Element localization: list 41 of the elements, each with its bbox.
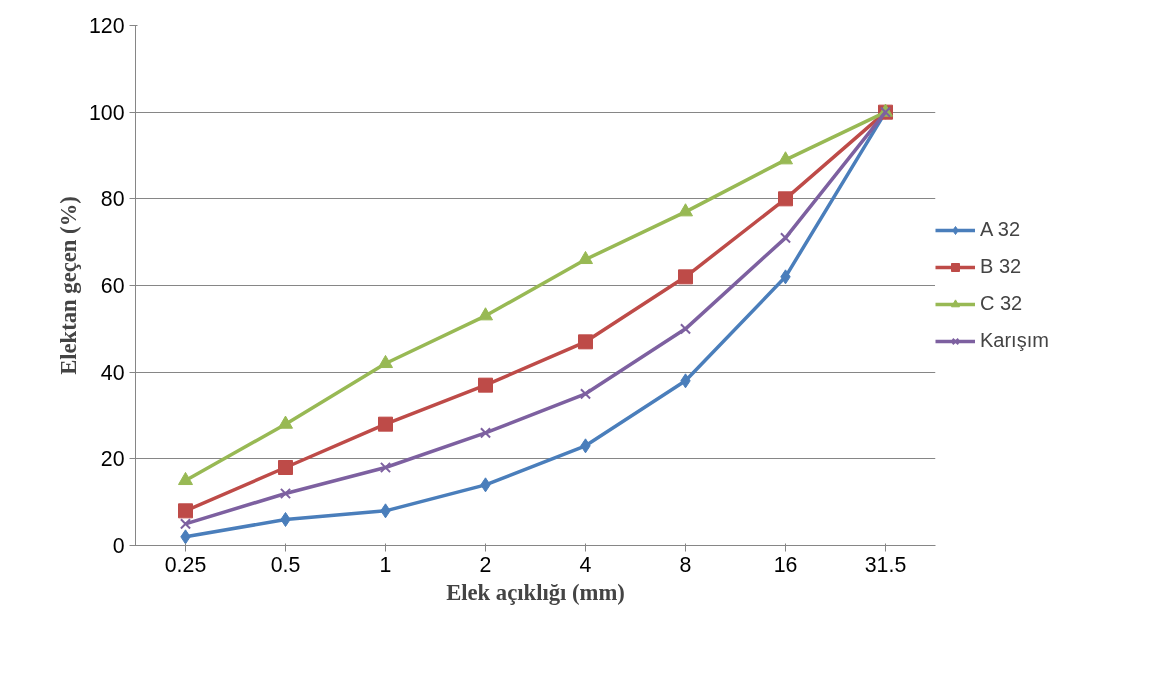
- point: [778, 151, 793, 165]
- x-tick-label: 16: [773, 552, 798, 577]
- point: [279, 487, 292, 500]
- y-tick-label: 60: [100, 274, 125, 298]
- point: [378, 354, 393, 369]
- point: [379, 461, 392, 474]
- point: [280, 512, 291, 527]
- point: [578, 334, 593, 350]
- legend-label: Karışım: [980, 329, 1049, 352]
- point: [178, 503, 193, 519]
- y-tick-label: 120: [88, 14, 125, 38]
- x-tick-label: 8: [679, 552, 692, 577]
- x-tick-label: 31.5: [864, 552, 907, 577]
- x-tick-label: 1: [379, 552, 392, 577]
- point: [479, 427, 492, 439]
- point: [478, 307, 493, 321]
- point: [779, 232, 792, 244]
- y-tick-label: 80: [100, 187, 125, 212]
- point: [678, 203, 693, 217]
- legend-label: A 32: [980, 218, 1021, 241]
- point: [679, 323, 692, 335]
- point: [778, 191, 793, 207]
- point: [179, 518, 192, 530]
- point: [578, 250, 593, 265]
- point: [378, 416, 393, 432]
- legend-label: C 32: [980, 292, 1023, 315]
- y-tick-label: 20: [100, 447, 125, 472]
- y-tick-label: 0: [112, 534, 125, 558]
- point: [579, 388, 592, 400]
- y-tick-label: 100: [88, 100, 125, 125]
- x-tick-label: 0.5: [270, 552, 301, 577]
- x-tick-label: 2: [479, 552, 492, 577]
- y-axis-title: Elektan geçen (%): [55, 196, 81, 375]
- point: [478, 377, 493, 393]
- x-axis-title: Elek açıklığı (mm): [446, 579, 625, 605]
- x-tick-label: 0.25: [164, 552, 207, 577]
- legend-label: B 32: [980, 255, 1022, 278]
- y-tick-label: 40: [100, 360, 125, 385]
- point: [678, 269, 693, 285]
- x-tick-label: 4: [579, 552, 592, 577]
- point: [278, 460, 293, 475]
